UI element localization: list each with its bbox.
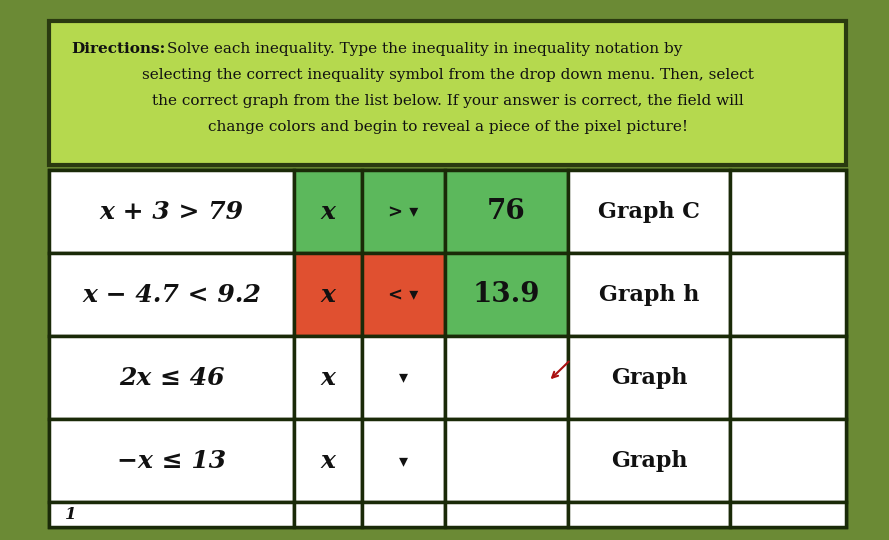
Text: Graph: Graph <box>611 367 687 389</box>
Bar <box>730 253 846 336</box>
Text: the correct graph from the list below. If your answer is correct, the field will: the correct graph from the list below. I… <box>152 94 743 108</box>
Text: ▾: ▾ <box>399 369 408 387</box>
Bar <box>294 419 362 502</box>
Text: ▾: ▾ <box>399 451 408 470</box>
Text: 13.9: 13.9 <box>473 281 541 308</box>
Bar <box>445 170 568 253</box>
Text: < ▾: < ▾ <box>388 286 419 303</box>
Bar <box>294 336 362 419</box>
Bar <box>294 502 362 526</box>
Text: 1: 1 <box>65 506 76 523</box>
Bar <box>730 502 846 526</box>
Text: > ▾: > ▾ <box>388 202 419 221</box>
Text: selecting the correct inequality symbol from the drop down menu. Then, select: selecting the correct inequality symbol … <box>141 68 754 82</box>
Bar <box>568 253 730 336</box>
Text: Graph: Graph <box>611 450 687 472</box>
Bar <box>568 336 730 419</box>
Bar <box>49 253 294 336</box>
Bar <box>568 170 730 253</box>
Bar <box>49 170 846 526</box>
Bar <box>49 21 846 165</box>
Text: x + 3 > 79: x + 3 > 79 <box>100 200 244 224</box>
Bar <box>730 336 846 419</box>
Bar <box>445 253 568 336</box>
Bar <box>730 419 846 502</box>
Bar <box>294 253 362 336</box>
Bar <box>362 502 445 526</box>
Text: change colors and begin to reveal a piece of the pixel picture!: change colors and begin to reveal a piec… <box>207 120 688 134</box>
Bar <box>568 502 730 526</box>
Text: Graph C: Graph C <box>598 201 700 222</box>
Text: 76: 76 <box>487 198 526 225</box>
Bar <box>445 419 568 502</box>
Text: Directions:: Directions: <box>71 42 165 56</box>
Bar <box>362 419 445 502</box>
Bar <box>568 419 730 502</box>
Bar <box>294 170 362 253</box>
Text: Solve each inequality. Type the inequality in inequality notation by: Solve each inequality. Type the inequali… <box>167 42 683 56</box>
Bar <box>49 419 294 502</box>
Bar <box>362 170 445 253</box>
Bar <box>49 336 294 419</box>
Text: −x ≤ 13: −x ≤ 13 <box>116 449 226 472</box>
Text: x: x <box>321 200 335 224</box>
Text: Graph h: Graph h <box>599 284 700 306</box>
Bar <box>445 336 568 419</box>
Bar <box>362 336 445 419</box>
Bar <box>49 502 294 526</box>
Bar <box>49 170 294 253</box>
Text: x: x <box>321 449 335 472</box>
Text: x − 4.7 < 9.2: x − 4.7 < 9.2 <box>82 282 260 307</box>
Bar <box>362 253 445 336</box>
Bar <box>730 170 846 253</box>
Text: x: x <box>321 282 335 307</box>
Bar <box>445 502 568 526</box>
Text: 2x ≤ 46: 2x ≤ 46 <box>118 366 224 390</box>
Text: x: x <box>321 366 335 390</box>
